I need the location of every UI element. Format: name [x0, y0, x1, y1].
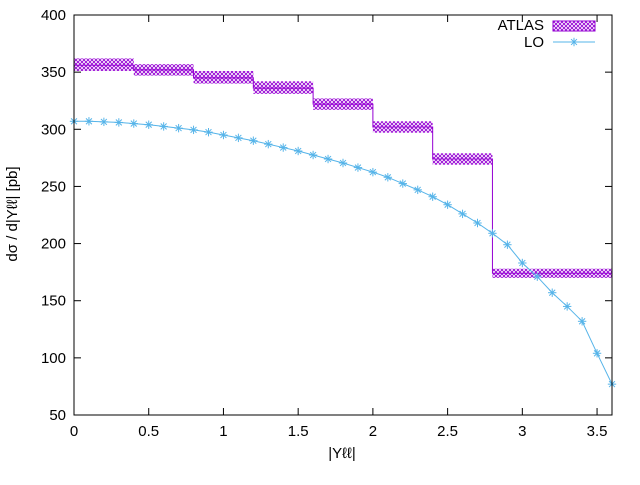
lo-point: [428, 192, 437, 201]
x-tick-label: 1: [219, 423, 227, 440]
y-tick-label: 250: [41, 178, 66, 195]
lo-point: [368, 167, 378, 177]
atlas-bin-band: [253, 81, 314, 94]
lo-point: [264, 139, 273, 149]
lo-point: [398, 179, 407, 188]
legend-marker-lo: [569, 37, 579, 47]
lo-point: [219, 130, 228, 140]
lo-point: [562, 302, 572, 311]
legend-label-atlas: ATLAS: [498, 17, 544, 34]
y-tick-label: 300: [41, 121, 66, 138]
legend: ATLAS LO: [498, 17, 596, 51]
plot-frame: [73, 14, 613, 416]
x-tick-label: 0: [70, 423, 78, 440]
lo-point: [174, 123, 183, 133]
lo-point: [114, 118, 124, 127]
lo-point: [99, 117, 109, 127]
y-tick-label: 50: [49, 407, 66, 424]
lo-point: [249, 136, 258, 145]
lo-point: [308, 150, 318, 160]
atlas-step-line: [74, 64, 612, 274]
lo-point: [533, 272, 542, 281]
lo-point: [159, 122, 168, 131]
y-tick-label: 100: [41, 350, 66, 367]
x-tick-label: 2: [369, 423, 377, 440]
lo-point: [383, 173, 393, 182]
lo-point: [503, 240, 512, 249]
atlas-bin-band: [193, 71, 254, 84]
lo-point: [443, 200, 452, 209]
lo-point: [592, 349, 602, 358]
lo-point: [279, 143, 288, 152]
lo-point: [458, 209, 467, 219]
lo-point: [234, 133, 243, 143]
lo-point: [488, 229, 497, 238]
legend-label-lo: LO: [524, 34, 544, 51]
y-tick-label: 200: [41, 236, 66, 253]
y-tick-label: 150: [41, 293, 66, 310]
x-tick-label: 3.5: [587, 423, 608, 440]
lo-point: [473, 218, 482, 228]
y-tick-label: 350: [41, 64, 66, 81]
lo-point: [577, 317, 587, 326]
lo-point: [548, 288, 557, 297]
lo-point: [353, 163, 363, 172]
x-tick-label: 3: [518, 423, 526, 440]
lo-point: [338, 158, 348, 168]
lo-point: [84, 117, 94, 126]
lo-point: [204, 127, 213, 137]
lo-point: [323, 154, 333, 164]
x-tick-label: 0.5: [138, 423, 159, 440]
lo-point: [129, 119, 138, 128]
x-axis-label: |Yℓℓ|: [328, 445, 356, 462]
lo-point: [189, 125, 198, 135]
lo-point: [293, 146, 303, 156]
atlas-bin-band: [74, 58, 134, 71]
x-tick-label: 2.5: [437, 423, 458, 440]
lo-point: [518, 258, 527, 268]
y-tick-label: 400: [41, 7, 66, 24]
lo-point: [144, 120, 153, 129]
lo-point: [413, 185, 422, 195]
legend-swatch-atlas: [552, 20, 596, 32]
x-tick-label: 1.5: [288, 423, 309, 440]
lo-legend-asterisk: [569, 37, 579, 47]
y-axis-label: dσ / d|Yℓℓ| [pb]: [4, 166, 21, 261]
